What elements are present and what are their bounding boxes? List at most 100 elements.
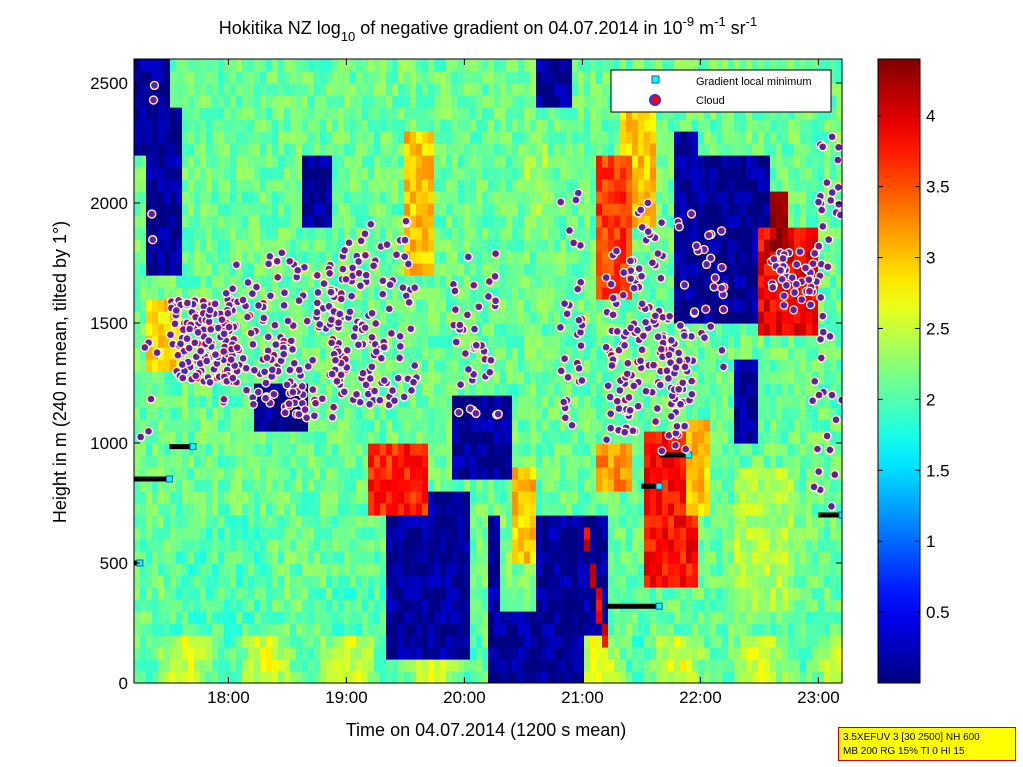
heatmap-cell (626, 467, 633, 480)
heatmap-cell (476, 239, 483, 252)
heatmap-cell (548, 251, 555, 264)
heatmap-cell (362, 119, 369, 132)
heatmap-cell (386, 359, 393, 372)
heatmap-cell (266, 467, 273, 480)
heatmap-cell (248, 611, 255, 624)
heatmap-cell (356, 527, 363, 540)
heatmap-cell (260, 251, 267, 264)
heatmap-cell (476, 491, 483, 504)
heatmap-cell (260, 659, 267, 672)
heatmap-cell (380, 83, 387, 96)
heatmap-cell (452, 419, 459, 432)
heatmap-cell (704, 287, 711, 300)
heatmap-cell (548, 179, 555, 192)
heatmap-cell (260, 611, 267, 624)
heatmap-cell (458, 275, 465, 288)
heatmap-cell (224, 419, 231, 432)
heatmap-cell (674, 635, 681, 648)
heatmap-cell (176, 491, 183, 504)
heatmap-cell (350, 71, 357, 84)
heatmap-cell (152, 431, 159, 444)
heatmap-cell (452, 311, 459, 324)
heatmap-cell (182, 515, 189, 528)
heatmap-cell (236, 191, 243, 204)
heatmap-cell (254, 467, 261, 480)
heatmap-cell (554, 239, 561, 252)
heatmap-cell (704, 179, 711, 192)
heatmap-cell (404, 311, 411, 324)
heatmap-cell (146, 419, 153, 432)
heatmap-cell (350, 419, 357, 432)
heatmap-cell (392, 299, 399, 312)
heatmap-cell (194, 263, 201, 276)
heatmap-cell (560, 515, 567, 528)
heatmap-cell (356, 143, 363, 156)
heatmap-cell (518, 455, 525, 468)
heatmap-cell (152, 671, 159, 683)
heatmap-cell (398, 347, 405, 360)
heatmap-cell (584, 323, 591, 336)
heatmap-cell (284, 323, 291, 336)
heatmap-cell (638, 635, 645, 648)
heatmap-cell (278, 323, 285, 336)
heatmap-cell (200, 563, 207, 576)
heatmap-cell (440, 287, 447, 300)
heatmap-cell (140, 539, 147, 552)
heatmap-cell (230, 215, 237, 228)
heatmap-cell (530, 299, 537, 312)
heatmap-cell (326, 587, 333, 600)
heatmap-cell (290, 659, 297, 672)
heatmap-cell (152, 155, 159, 168)
heatmap-cell (326, 95, 333, 108)
heatmap-cell (686, 623, 693, 636)
heatmap-cell (452, 635, 459, 648)
heatmap-cell (236, 311, 243, 324)
heatmap-cell (230, 287, 237, 300)
heatmap-cell (428, 203, 435, 216)
heatmap-cell (518, 419, 525, 432)
heatmap-cell (536, 539, 543, 552)
heatmap-cell (236, 95, 243, 108)
heatmap-cell (440, 623, 447, 636)
heatmap-cell (308, 503, 315, 516)
heatmap-cell (566, 479, 573, 492)
heatmap-cell (500, 275, 507, 288)
heatmap-cell (380, 575, 387, 588)
heatmap-cell (272, 203, 279, 216)
heatmap-cell (362, 551, 369, 564)
heatmap-cell (524, 215, 531, 228)
heatmap-cell (212, 647, 219, 660)
heatmap-cell (620, 563, 627, 576)
heatmap-cell (218, 659, 225, 672)
heatmap-cell (434, 587, 441, 600)
heatmap-cell (704, 671, 711, 683)
heatmap-cell (326, 59, 333, 72)
heatmap-cell (350, 647, 357, 660)
heatmap-cell (206, 95, 213, 108)
heatmap-cell (656, 431, 663, 444)
heatmap-cell (392, 287, 399, 300)
heatmap-cell (248, 515, 255, 528)
heatmap-cell (686, 191, 693, 204)
heatmap-cell (272, 119, 279, 132)
heatmap-cell (230, 467, 237, 480)
heatmap-cell (458, 287, 465, 300)
heatmap-cell (464, 59, 471, 72)
heatmap-cell (314, 359, 321, 372)
heatmap-cell (392, 263, 399, 276)
heatmap-cell (536, 239, 543, 252)
heatmap-cell (470, 203, 477, 216)
heatmap-cell (206, 203, 213, 216)
heatmap-cell (404, 107, 411, 120)
heatmap-cell (338, 407, 345, 420)
heatmap-cell (560, 83, 567, 96)
heatmap-cell (530, 239, 537, 252)
heatmap-cell (290, 119, 297, 132)
heatmap-cell (326, 503, 333, 516)
heatmap-cell (452, 527, 459, 540)
heatmap-cell (512, 395, 519, 408)
heatmap-cell (686, 599, 693, 612)
heatmap-cell (530, 335, 537, 348)
heatmap-cell (572, 95, 579, 108)
heatmap-cell (278, 263, 285, 276)
